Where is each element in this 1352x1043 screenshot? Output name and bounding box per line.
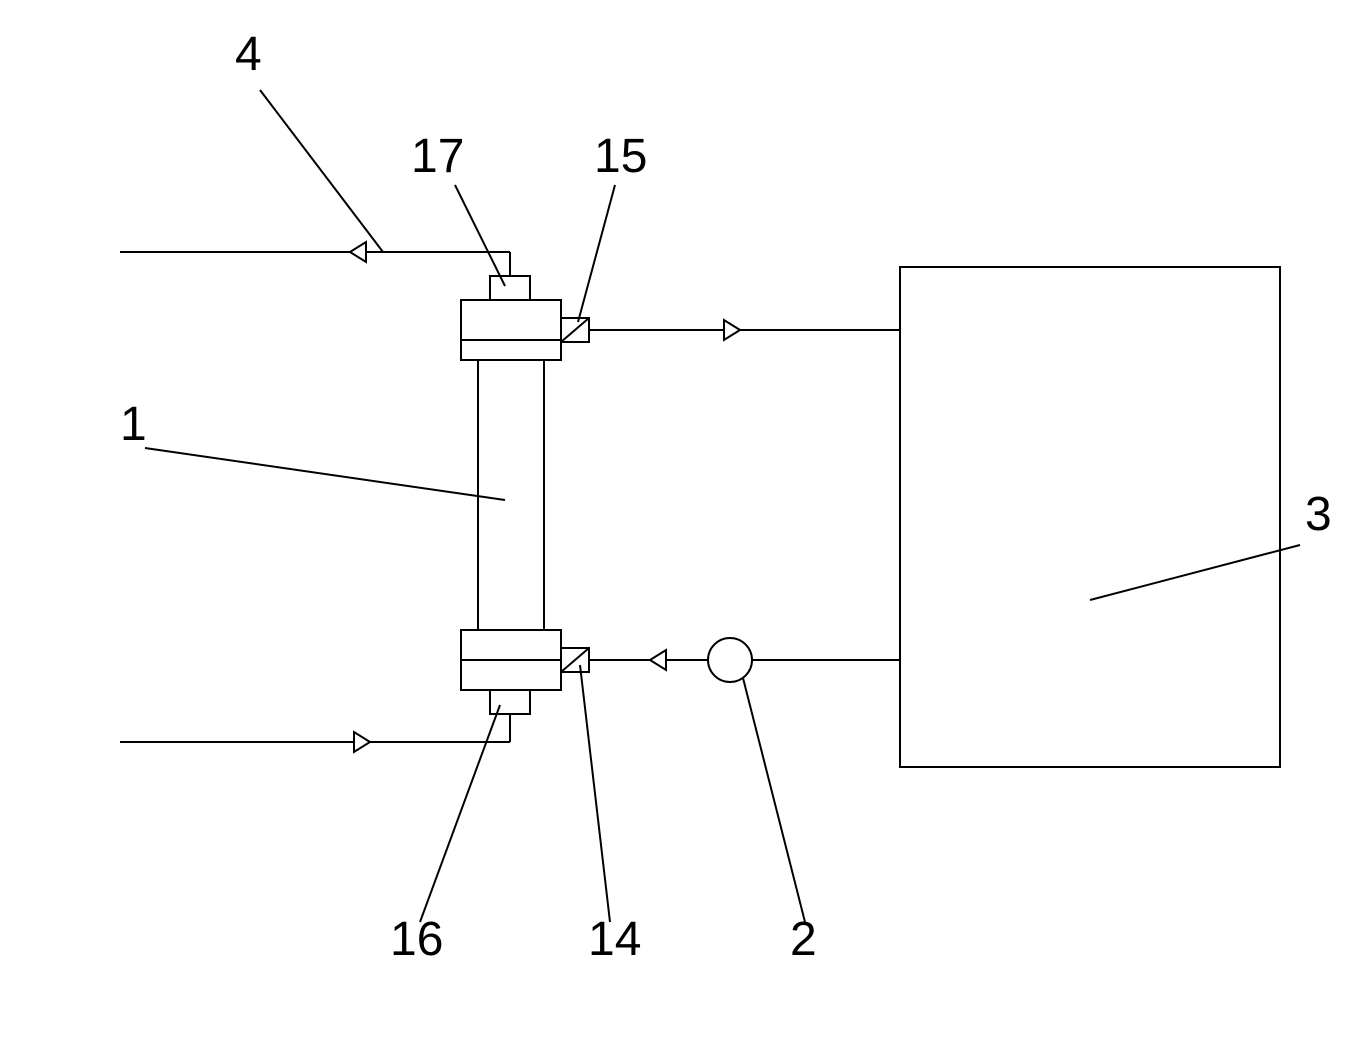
label-16: 16 (390, 913, 443, 966)
column-top-cap (461, 300, 561, 360)
leader-15 (578, 185, 615, 322)
label-3: 3 (1305, 488, 1332, 541)
label-15: 15 (594, 130, 647, 183)
big-box (900, 267, 1280, 767)
arrow-head-icon (724, 320, 740, 340)
port-top-right-diag (561, 318, 589, 342)
schematic-diagram: 1 2 3 4 14 15 16 17 (0, 0, 1352, 1043)
leader-3 (1090, 545, 1300, 600)
port-bottom-right-diag (561, 648, 589, 672)
leader-17 (455, 185, 505, 286)
leader-4 (260, 90, 383, 252)
label-2: 2 (790, 913, 817, 966)
leader-14 (580, 665, 610, 922)
pump (708, 638, 752, 682)
port-bottom-small (490, 690, 530, 714)
arrow-head-icon (354, 732, 370, 752)
label-1: 1 (120, 398, 147, 451)
leader-2 (743, 678, 805, 922)
label-17: 17 (411, 130, 464, 183)
port-top-small (490, 276, 530, 300)
arrow-head-icon (350, 242, 366, 262)
leader-1 (145, 448, 505, 500)
column-body (478, 360, 544, 630)
label-14: 14 (588, 913, 641, 966)
arrow-head-icon (650, 650, 666, 670)
leader-16 (420, 705, 500, 922)
label-4: 4 (235, 28, 262, 81)
